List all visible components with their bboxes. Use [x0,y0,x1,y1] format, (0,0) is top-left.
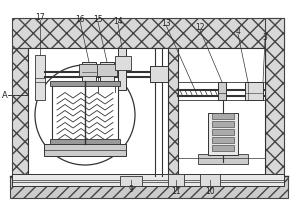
Text: 13: 13 [161,19,171,27]
Bar [28,48,168,176]
Bar [212,129,234,135]
Text: 9: 9 [129,186,134,194]
Bar [100,62,114,84]
Text: A: A [2,90,8,99]
Bar [12,18,284,48]
Bar [212,137,234,143]
Bar [245,82,263,100]
Bar [50,139,120,144]
Bar [79,64,99,76]
Bar [178,48,265,176]
Bar [265,18,284,176]
Bar [120,176,142,186]
Text: 16: 16 [75,15,85,23]
Bar [212,113,234,119]
Bar [52,83,118,145]
Bar [168,48,178,176]
Text: 11: 11 [171,186,181,196]
Text: 4: 4 [236,27,240,36]
Bar [12,48,28,176]
Bar [168,174,184,186]
Bar [12,174,284,186]
Bar [200,174,220,186]
Bar [218,82,226,100]
Text: 10: 10 [205,186,215,196]
Bar [97,64,117,76]
Bar [150,66,168,82]
Bar [212,121,234,127]
Text: 17: 17 [35,14,45,22]
Text: 12: 12 [195,23,205,32]
Bar [44,144,126,156]
Bar [208,113,238,155]
Bar [10,176,288,198]
Bar [118,48,126,90]
Text: 14: 14 [113,18,123,26]
Bar [198,154,248,164]
Bar [35,55,45,100]
Bar [50,81,120,86]
Text: 15: 15 [93,16,103,24]
Bar [115,56,131,70]
Bar [82,62,96,84]
Text: 3: 3 [262,32,267,42]
Bar [212,145,234,151]
